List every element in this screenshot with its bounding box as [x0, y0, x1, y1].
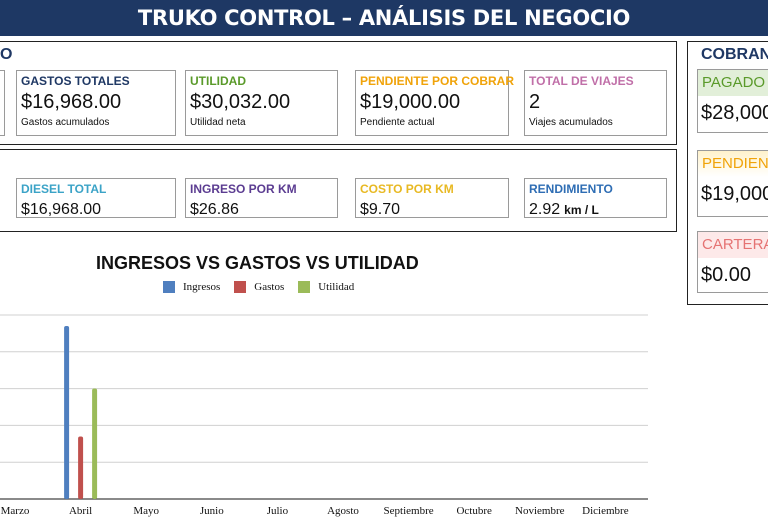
bar-gastos-abril: [78, 436, 84, 499]
kpi-panel-top: O GASTOS TOTALES $16,968.00 Gastos acumu…: [0, 41, 677, 145]
kpi-label: GASTOS TOTALES: [21, 74, 130, 88]
kpi-sub: Viajes acumulados: [529, 117, 613, 128]
legend-label: Utilidad: [318, 281, 355, 293]
legend-item-gastos: Gastos: [234, 281, 284, 293]
legend-swatch: [234, 281, 247, 293]
kpi-value: $19,000.00: [360, 91, 461, 113]
cobranza-label: PAGADO: [698, 70, 768, 96]
x-tick-label: Marzo: [1, 505, 30, 517]
kpi-card-rendimiento: RENDIMIENTO 2.92 km / L: [524, 178, 667, 218]
cobranza-value: $19,000: [701, 183, 768, 205]
kpi-value: $30,032.00: [190, 91, 291, 113]
legend-swatch: [163, 281, 175, 293]
bar-utilidad-abril: [92, 388, 98, 499]
x-tick-label: Septiembre: [384, 505, 434, 517]
cobranza-title: COBRAN: [701, 46, 768, 63]
cobranza-card-pendiente: PENDIENT $19,000: [697, 150, 768, 217]
x-tick-label: Agosto: [327, 505, 359, 517]
kpi-value: 2: [529, 91, 541, 113]
kpi-card-utilidad: UTILIDAD $30,032.00 Utilidad neta: [185, 70, 338, 136]
legend-item-ingresos: Ingresos: [163, 281, 220, 293]
kpi-value: $26.86: [190, 201, 239, 218]
kpi-panel-title: O: [0, 46, 13, 63]
kpi-sub: Utilidad neta: [190, 117, 246, 128]
cobranza-card-pagado: PAGADO $28,000: [697, 69, 768, 133]
kpi-sub: Pendiente actual: [360, 117, 435, 128]
cobranza-label: CARTERA: [698, 232, 768, 258]
kpi-label: PENDIENTE POR COBRAR: [360, 74, 515, 88]
chart-legend: Ingresos Gastos Utilidad: [163, 281, 354, 293]
legend-item-utilidad: Utilidad: [298, 281, 354, 293]
rendimiento-unit: km / L: [564, 203, 599, 217]
kpi-label: RENDIMIENTO: [529, 182, 613, 196]
app-title: TRUKO CONTROL – ANÁLISIS DEL NEGOCIO: [137, 6, 631, 30]
kpi-value: $16,968.00: [21, 201, 102, 218]
x-tick-label: Noviembre: [515, 505, 565, 517]
bar-ingresos-abril: [64, 326, 70, 499]
kpi-card-partial: [0, 70, 5, 136]
rendimiento-number: 2.92: [529, 201, 561, 218]
kpi-label: DIESEL TOTAL: [21, 182, 107, 196]
x-tick-label: Junio: [200, 505, 224, 517]
app-title-bar: TRUKO CONTROL – ANÁLISIS DEL NEGOCIO: [0, 0, 768, 36]
legend-label: Ingresos: [183, 281, 221, 293]
kpi-panel-bottom: DIESEL TOTAL $16,968.00 INGRESO POR KM $…: [0, 149, 677, 232]
x-tick-label: Julio: [267, 505, 289, 517]
chart-title: INGRESOS VS GASTOS VS UTILIDAD: [96, 253, 419, 273]
cobranza-label: PENDIENT: [698, 151, 768, 177]
kpi-card-pendiente: PENDIENTE POR COBRAR $19,000.00 Pendient…: [355, 70, 515, 136]
cobranza-value: $0.00: [701, 264, 752, 286]
x-tick-label: Mayo: [133, 505, 159, 517]
kpi-value: $9.70: [360, 201, 401, 218]
legend-label: Gastos: [254, 281, 285, 293]
kpi-card-diesel: DIESEL TOTAL $16,968.00: [16, 178, 176, 218]
cobranza-value: $28,000: [701, 102, 768, 124]
kpi-label: UTILIDAD: [190, 74, 246, 88]
kpi-label: INGRESO POR KM: [190, 182, 297, 196]
kpi-card-total-viajes: TOTAL DE VIAJES 2 Viajes acumulados: [524, 70, 667, 136]
kpi-card-costo-km: COSTO POR KM $9.70: [355, 178, 509, 218]
kpi-card-ingreso-km: INGRESO POR KM $26.86: [185, 178, 338, 218]
kpi-value: 2.92 km / L: [529, 201, 662, 219]
kpi-value: $16,968.00: [21, 91, 122, 113]
kpi-label: TOTAL DE VIAJES: [529, 74, 634, 88]
kpi-label: COSTO POR KM: [360, 182, 454, 196]
x-tick-label: Diciembre: [582, 505, 629, 517]
x-tick-label: Abril: [69, 505, 92, 517]
kpi-card-gastos-totales: GASTOS TOTALES $16,968.00 Gastos acumula…: [16, 70, 176, 136]
kpi-sub: Gastos acumulados: [21, 117, 110, 128]
legend-swatch: [298, 281, 311, 293]
cobranza-card-cartera: CARTERA $0.00: [697, 231, 768, 293]
x-tick-label: Octubre: [456, 505, 492, 517]
